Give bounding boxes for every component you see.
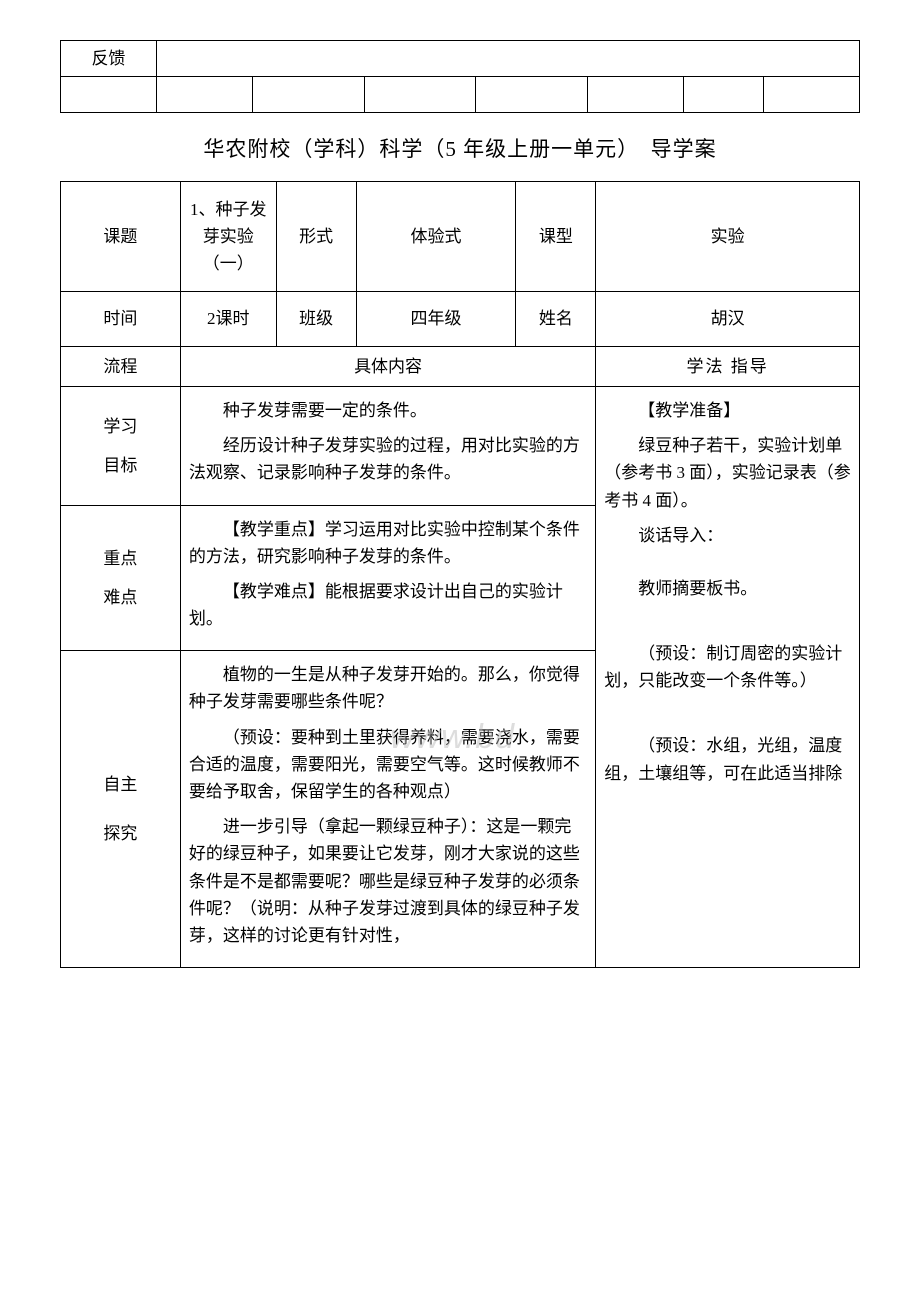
type-label: 课型 [516, 181, 596, 291]
empty-cell [476, 77, 588, 113]
feedback-row: 反馈 [61, 41, 860, 77]
empty-cell [156, 77, 252, 113]
empty-cell [61, 77, 157, 113]
side-p6: （预设：水组，光组，温度组，土壤组等，可在此适当排除 [604, 732, 851, 786]
side-guide: 【教学准备】 绿豆种子若干，实验计划单（参考书 3 面），实验记录表（参考书 4… [596, 386, 860, 967]
document-title: 华农附校（学科）科学（5 年级上册一单元） 导学案 [60, 133, 860, 167]
focus-label-b: 难点 [65, 584, 176, 611]
guide-header: 学法 指导 [596, 346, 860, 386]
side-p4: 教师摘要板书。 [604, 575, 851, 602]
explore-label-b: 探究 [65, 820, 176, 847]
goal-p1: 种子发芽需要一定的条件。 [189, 397, 587, 424]
class-label: 班级 [276, 291, 356, 346]
page-container: www.bd 反馈 华农附校（学科）科 [60, 40, 860, 968]
focus-label: 重点 难点 [61, 505, 181, 651]
name-value: 胡汉 [596, 291, 860, 346]
goal-label-b: 目标 [65, 452, 176, 479]
goal-label-a: 学习 [65, 413, 176, 440]
feedback-label: 反馈 [91, 49, 125, 68]
top-header-table: 反馈 [60, 40, 860, 113]
focus-p2: 【教学难点】能根据要求设计出自己的实验计划。 [189, 578, 587, 632]
empty-cell [684, 77, 764, 113]
class-value: 四年级 [356, 291, 516, 346]
form-label: 形式 [276, 181, 356, 291]
explore-p3: 进一步引导（拿起一颗绿豆种子）：这是一颗完好的绿豆种子，如果要让它发芽，刚才大家… [189, 813, 587, 949]
explore-label-a: 自主 [65, 771, 176, 798]
explore-p1: 植物的一生是从种子发芽开始的。那么，你觉得种子发芽需要哪些条件呢？ [189, 661, 587, 715]
header-row-3: 流程 具体内容 学法 指导 [61, 346, 860, 386]
name-label: 姓名 [516, 291, 596, 346]
explore-p2: （预设：要种到土里获得养料，需要浇水，需要合适的温度，需要阳光，需要空气等。这时… [189, 724, 587, 806]
feedback-label-cell: 反馈 [61, 41, 157, 77]
content-header: 具体内容 [180, 346, 595, 386]
topic-value: 1、种子发芽实验（一） [180, 181, 276, 291]
header-row-1: 课题 1、种子发芽实验（一） 形式 体验式 课型 实验 [61, 181, 860, 291]
empty-cell [252, 77, 364, 113]
type-value: 实验 [596, 181, 860, 291]
empty-cell [588, 77, 684, 113]
form-value: 体验式 [356, 181, 516, 291]
main-table: 课题 1、种子发芽实验（一） 形式 体验式 课型 实验 时间 2课时 班级 四年… [60, 181, 860, 968]
focus-p1: 【教学重点】学习运用对比实验中控制某个条件的方法，研究影响种子发芽的条件。 [189, 516, 587, 570]
topic-label: 课题 [61, 181, 181, 291]
focus-label-a: 重点 [65, 545, 176, 572]
side-p1: 【教学准备】 [604, 397, 851, 424]
empty-row [61, 77, 860, 113]
goal-p2: 经历设计种子发芽实验的过程，用对比实验的方法观察、记录影响种子发芽的条件。 [189, 432, 587, 486]
header-row-2: 时间 2课时 班级 四年级 姓名 胡汉 [61, 291, 860, 346]
time-label: 时间 [61, 291, 181, 346]
side-p3: 谈话导入： [604, 522, 851, 549]
process-label: 流程 [61, 346, 181, 386]
empty-cell [764, 77, 860, 113]
empty-cell [364, 77, 476, 113]
goal-content: 种子发芽需要一定的条件。 经历设计种子发芽实验的过程，用对比实验的方法观察、记录… [180, 386, 595, 505]
side-p2: 绿豆种子若干，实验计划单（参考书 3 面），实验记录表（参考书 4 面）。 [604, 432, 851, 514]
explore-label: 自主 探究 [61, 651, 181, 968]
time-value: 2课时 [180, 291, 276, 346]
focus-content: 【教学重点】学习运用对比实验中控制某个条件的方法，研究影响种子发芽的条件。 【教… [180, 505, 595, 651]
side-p5: （预设：制订周密的实验计划，只能改变一个条件等。） [604, 640, 851, 694]
goal-label: 学习 目标 [61, 386, 181, 505]
explore-content: 植物的一生是从种子发芽开始的。那么，你觉得种子发芽需要哪些条件呢？ （预设：要种… [180, 651, 595, 968]
goal-row: 学习 目标 种子发芽需要一定的条件。 经历设计种子发芽实验的过程，用对比实验的方… [61, 386, 860, 505]
feedback-content-cell [156, 41, 859, 77]
